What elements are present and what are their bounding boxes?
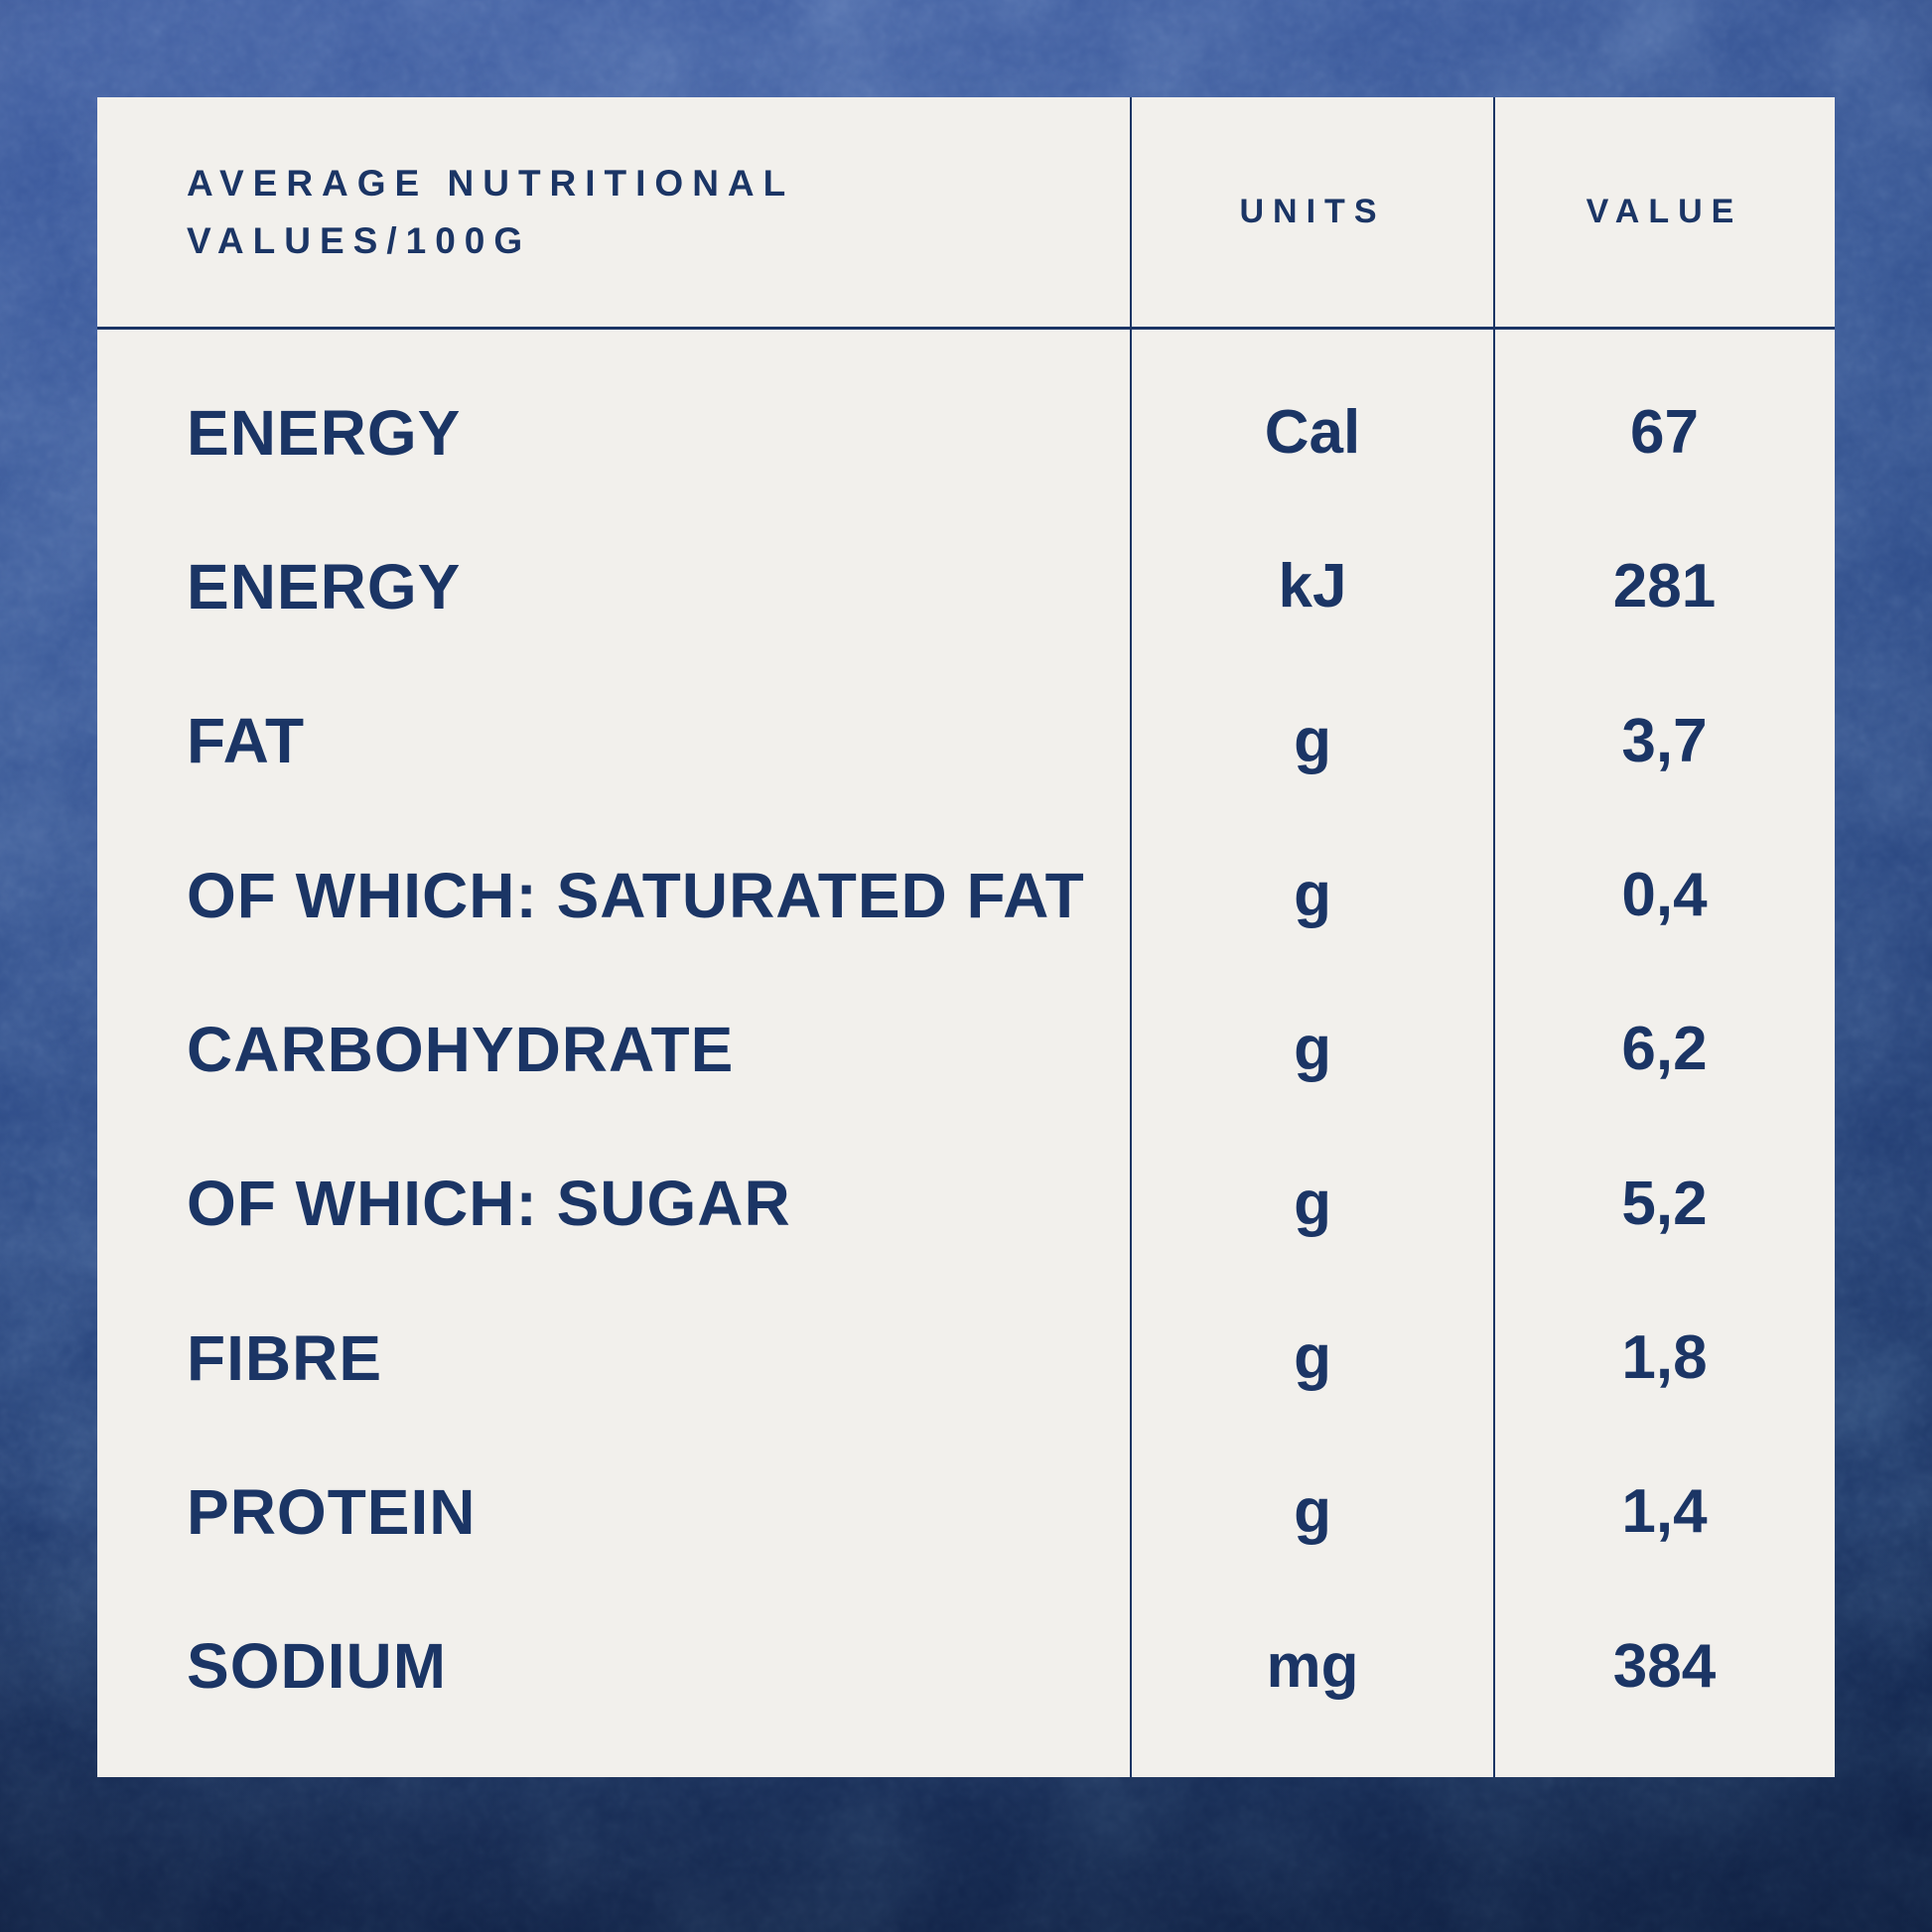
row-unit: g (1294, 706, 1331, 775)
row-value: 1,4 (1621, 1477, 1708, 1547)
row-unit: g (1294, 1169, 1331, 1238)
column-divider-value (1493, 97, 1495, 1777)
row-unit: g (1294, 861, 1331, 930)
row-value: 3,7 (1621, 706, 1708, 775)
row-label: ENERGY (187, 396, 462, 469)
table-row: OF WHICH: SUGAR g 5,2 (97, 1127, 1835, 1281)
row-unit: Cal (1264, 398, 1361, 468)
table-body: ENERGY Cal 67 ENERGY kJ 281 FAT g 3,7 OF… (97, 330, 1835, 1777)
units-column-header: UNITS (1239, 193, 1386, 230)
row-unit: g (1294, 1323, 1331, 1393)
row-label: OF WHICH: SATURATED FAT (187, 859, 1085, 931)
row-unit: mg (1266, 1631, 1359, 1701)
row-value: 1,8 (1621, 1323, 1708, 1393)
table-row: SODIUM mg 384 (97, 1589, 1835, 1743)
row-unit: kJ (1278, 552, 1347, 621)
row-unit: g (1294, 1015, 1331, 1084)
row-label: OF WHICH: SUGAR (187, 1168, 791, 1240)
nutrition-table-panel: AVERAGE NUTRITIONAL VALUES/100G UNITS VA… (97, 97, 1835, 1777)
table-title-line1: AVERAGE NUTRITIONAL (187, 163, 795, 205)
row-value: 5,2 (1621, 1169, 1708, 1238)
row-value: 384 (1612, 1631, 1717, 1701)
table-row: OF WHICH: SATURATED FAT g 0,4 (97, 818, 1835, 972)
table-header-row: AVERAGE NUTRITIONAL VALUES/100G UNITS VA… (97, 97, 1835, 330)
row-label: PROTEIN (187, 1475, 477, 1548)
row-label: SODIUM (187, 1630, 447, 1703)
value-column-header: VALUE (1586, 193, 1743, 230)
table-title: AVERAGE NUTRITIONAL VALUES/100G (97, 155, 1131, 269)
table-row: PROTEIN g 1,4 (97, 1435, 1835, 1588)
row-label: ENERGY (187, 550, 462, 622)
table-row: ENERGY Cal 67 (97, 355, 1835, 509)
table-row: ENERGY kJ 281 (97, 509, 1835, 663)
row-value: 281 (1612, 552, 1717, 621)
row-value: 6,2 (1621, 1015, 1708, 1084)
row-value: 67 (1630, 398, 1699, 468)
row-label: FIBRE (187, 1321, 382, 1394)
row-label: CARBOHYDRATE (187, 1013, 735, 1085)
table-row: CARBOHYDRATE g 6,2 (97, 972, 1835, 1126)
row-label: FAT (187, 705, 306, 777)
column-divider-units (1130, 97, 1132, 1777)
table-row: FAT g 3,7 (97, 664, 1835, 818)
row-value: 0,4 (1621, 861, 1708, 930)
row-unit: g (1294, 1477, 1331, 1547)
table-title-line2: VALUES/100G (187, 219, 532, 261)
table-row: FIBRE g 1,8 (97, 1281, 1835, 1435)
